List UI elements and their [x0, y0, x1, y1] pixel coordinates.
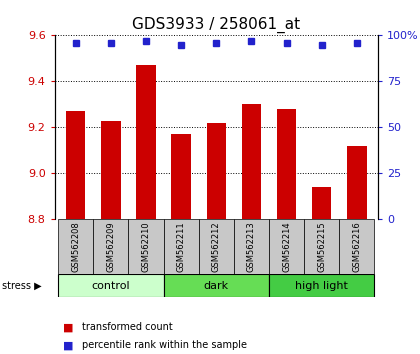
- Bar: [242, 104, 261, 219]
- Text: GSM562211: GSM562211: [177, 222, 186, 272]
- Bar: [207, 123, 226, 219]
- Bar: [136, 65, 156, 219]
- Title: GDS3933 / 258061_at: GDS3933 / 258061_at: [132, 16, 300, 33]
- Bar: [66, 112, 85, 219]
- Text: GSM562215: GSM562215: [317, 222, 326, 272]
- Bar: [171, 135, 191, 219]
- Text: GSM562213: GSM562213: [247, 222, 256, 272]
- Bar: [129, 219, 163, 274]
- Text: ■: ■: [63, 340, 74, 350]
- Text: ■: ■: [63, 322, 74, 332]
- Text: dark: dark: [204, 281, 229, 291]
- Bar: [234, 219, 269, 274]
- Bar: [347, 146, 367, 219]
- Text: stress ▶: stress ▶: [2, 281, 42, 291]
- Text: GSM562208: GSM562208: [71, 222, 80, 272]
- Bar: [58, 219, 93, 274]
- Bar: [269, 219, 304, 274]
- Bar: [199, 219, 234, 274]
- Text: transformed count: transformed count: [82, 322, 173, 332]
- Bar: [304, 219, 339, 274]
- Bar: [58, 274, 163, 297]
- Text: GSM562214: GSM562214: [282, 222, 291, 272]
- Bar: [312, 187, 331, 219]
- Bar: [277, 109, 296, 219]
- Text: GSM562216: GSM562216: [352, 222, 361, 272]
- Bar: [163, 274, 269, 297]
- Text: GSM562210: GSM562210: [142, 222, 150, 272]
- Text: high light: high light: [295, 281, 348, 291]
- Bar: [163, 219, 199, 274]
- Bar: [93, 219, 129, 274]
- Text: GSM562212: GSM562212: [212, 222, 221, 272]
- Text: GSM562209: GSM562209: [106, 222, 116, 272]
- Bar: [339, 219, 375, 274]
- Bar: [101, 120, 121, 219]
- Text: control: control: [92, 281, 130, 291]
- Bar: [269, 274, 375, 297]
- Text: percentile rank within the sample: percentile rank within the sample: [82, 340, 247, 350]
